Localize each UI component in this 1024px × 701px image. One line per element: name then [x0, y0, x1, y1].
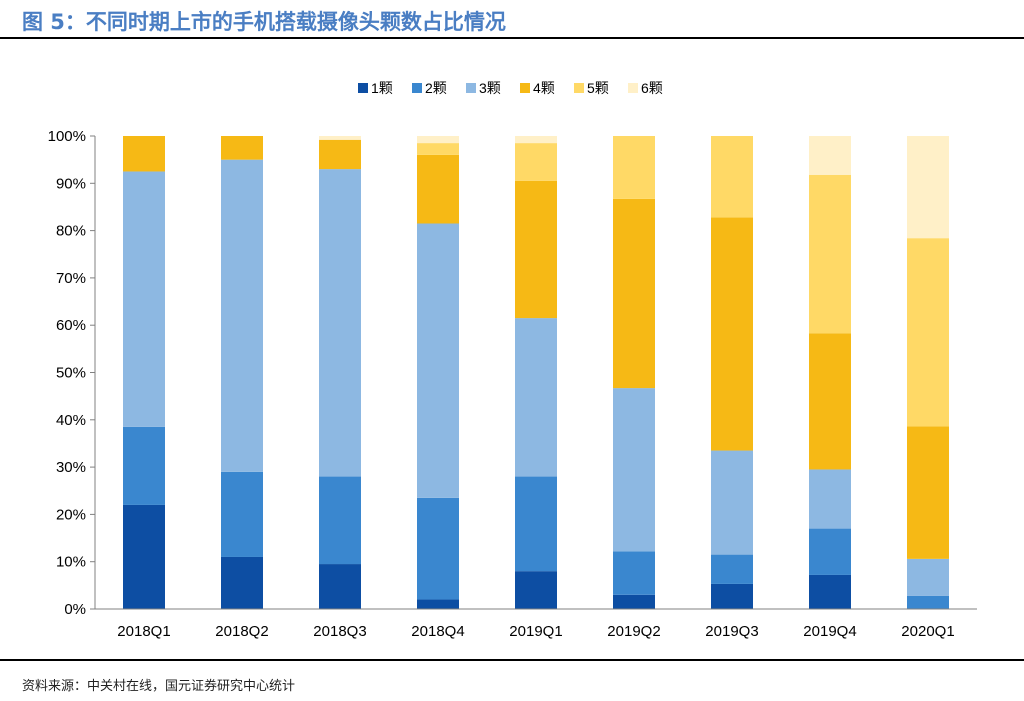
legend-swatch — [466, 83, 476, 93]
bar-segment — [613, 594, 655, 609]
legend-label: 2颗 — [425, 80, 447, 96]
bar-segment — [809, 174, 851, 334]
bar-segment — [809, 469, 851, 529]
x-axis: 2018Q1 2018Q2 2018Q3 2018Q4 2019Q1 2019Q2 2019… — [95, 608, 977, 640]
bar-segment — [319, 139, 361, 170]
bar-segment — [711, 554, 753, 584]
y-tick-label: 70% — [56, 270, 86, 287]
x-tick-label: 2018Q4 — [411, 623, 464, 640]
x-tick-label: 2018Q1 — [117, 623, 170, 640]
bar-segment — [319, 564, 361, 609]
bar-segment — [515, 318, 557, 477]
x-tick-label: 2018Q3 — [313, 623, 366, 640]
y-tick-label: 100% — [48, 128, 86, 145]
bar-segment — [907, 238, 949, 427]
bar-segment — [907, 426, 949, 559]
bar-segment — [809, 528, 851, 575]
x-tick-label: 2019Q4 — [803, 623, 856, 640]
bar-segment — [711, 583, 753, 609]
bar-segment — [221, 471, 263, 557]
y-axis: 0% 10% 20% 30% 40% 50% 60% 70% 80% 90% 100% — [48, 128, 96, 618]
legend: 1颗 2颗 3颗 4颗 5颗 6颗 — [358, 80, 663, 96]
y-tick-label: 10% — [56, 554, 86, 571]
bar-segment — [319, 476, 361, 565]
y-tick-label: 50% — [56, 365, 86, 382]
bar-segment — [809, 574, 851, 609]
bar-segment — [809, 333, 851, 470]
bottom-rule — [0, 659, 1024, 661]
bar-segment — [319, 136, 361, 140]
y-tick-label: 40% — [56, 412, 86, 429]
bar-segment — [711, 450, 753, 555]
bar-segment — [417, 599, 459, 609]
bar-segment — [417, 143, 459, 155]
bar-segment — [515, 143, 557, 181]
y-tick-label: 20% — [56, 506, 86, 523]
bar-segment — [515, 136, 557, 144]
source-note: 资料来源：中关村在线，国元证券研究中心统计 — [22, 679, 296, 694]
legend-swatch — [520, 83, 530, 93]
x-tick-label: 2020Q1 — [901, 623, 954, 640]
legend-label: 5颗 — [587, 80, 609, 96]
y-tick-label: 0% — [64, 601, 86, 618]
figure-title: 图 5：不同时期上市的手机搭载摄像头颗数占比情况 — [22, 10, 506, 34]
top-rule — [0, 37, 1024, 39]
legend-swatch — [574, 83, 584, 93]
bar-segment — [809, 136, 851, 175]
bar-segment — [613, 388, 655, 552]
bar-segment — [123, 426, 165, 505]
x-tick-label: 2018Q2 — [215, 623, 268, 640]
bar-segment — [417, 136, 459, 144]
bar-segment — [613, 551, 655, 595]
bar-segment — [221, 556, 263, 609]
bar-segment — [417, 223, 459, 498]
bar-segment — [515, 180, 557, 319]
bar-segment — [613, 136, 655, 199]
bar-segment — [319, 169, 361, 477]
bar-segment — [515, 476, 557, 572]
legend-swatch — [412, 83, 422, 93]
bar-segment — [417, 497, 459, 600]
bar-segment — [907, 595, 949, 609]
legend-label: 1颗 — [371, 80, 393, 96]
bar-segment — [221, 159, 263, 472]
bar-segment — [711, 217, 753, 451]
legend-label: 4颗 — [533, 80, 555, 96]
bar-segment — [123, 171, 165, 427]
x-tick-label: 2019Q3 — [705, 623, 758, 640]
bar-segment — [123, 136, 165, 172]
bar-segment — [907, 136, 949, 239]
y-tick-label: 60% — [56, 317, 86, 334]
bar-segment — [711, 136, 753, 218]
legend-label: 3颗 — [479, 80, 501, 96]
bar-segment — [221, 136, 263, 160]
bar-segment — [907, 558, 949, 596]
y-tick-label: 80% — [56, 223, 86, 240]
legend-label: 6颗 — [641, 80, 663, 96]
x-tick-label: 2019Q1 — [509, 623, 562, 640]
bar-segment — [417, 154, 459, 224]
y-tick-label: 30% — [56, 459, 86, 476]
y-tick-label: 90% — [56, 175, 86, 192]
bar-segment — [123, 504, 165, 609]
x-tick-label: 2019Q2 — [607, 623, 660, 640]
legend-swatch — [358, 83, 368, 93]
bars — [123, 136, 949, 609]
bar-segment — [613, 198, 655, 389]
bar-segment — [515, 571, 557, 609]
legend-swatch — [628, 83, 638, 93]
